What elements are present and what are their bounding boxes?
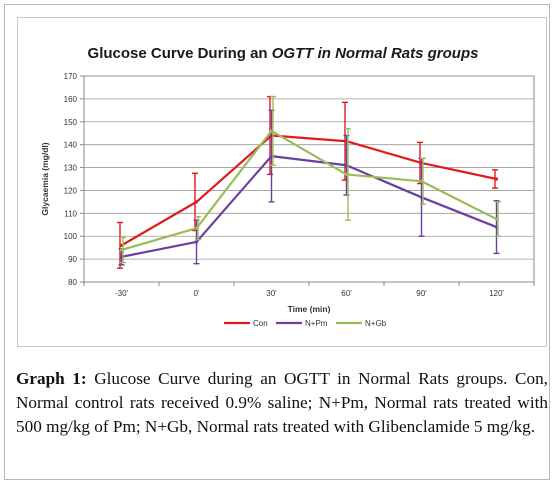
x-tick-label: 30'	[266, 289, 277, 298]
chart-area: Glucose Curve During an OGTT in Normal R…	[17, 17, 547, 347]
data-point-n-gb	[269, 129, 274, 133]
y-tick-label: 90	[68, 255, 77, 264]
x-tick-label: 60'	[341, 289, 352, 298]
data-point-n-pm	[269, 154, 274, 158]
y-tick-label: 170	[64, 72, 78, 81]
y-tick-label: 110	[64, 209, 77, 218]
x-tick-label: 120'	[489, 289, 504, 298]
data-point-n-gb	[344, 172, 349, 177]
x-tick-label: 90'	[416, 289, 427, 298]
data-point-n-gb	[119, 248, 124, 252]
data-point-n-gb	[419, 179, 424, 183]
legend-label-n-gb: N+Gb	[365, 319, 387, 328]
x-tick-label: 0'	[194, 289, 200, 298]
x-tick-label: -30'	[115, 289, 129, 298]
legend-label-n-pm: N+Pm	[305, 319, 328, 328]
y-tick-label: 150	[64, 118, 78, 127]
chart-title: Glucose Curve During an OGTT in Normal R…	[88, 45, 479, 62]
glucose-line-chart: Glucose Curve During an OGTT in Normal R…	[40, 45, 535, 328]
data-point-con	[194, 200, 199, 204]
plot-area	[83, 75, 535, 283]
data-point-con	[494, 177, 499, 181]
caption-text: Glucose Curve during an OGTT in Normal R…	[16, 369, 548, 436]
y-axis-label: Glycaemia (mg/dl)	[40, 142, 50, 215]
data-point-n-gb	[494, 217, 499, 221]
y-tick-label: 160	[64, 95, 78, 104]
y-tick-label: 140	[64, 141, 78, 150]
y-tick-label: 130	[64, 164, 78, 173]
data-point-n-gb	[194, 226, 199, 230]
series-line-n-pm	[121, 155, 497, 258]
caption-lead: Graph 1:	[16, 369, 87, 388]
x-axis-label: Time (min)	[288, 304, 331, 314]
legend-label-con: Con	[253, 319, 268, 328]
y-tick-label: 80	[68, 278, 77, 287]
series-line-n-gb	[121, 129, 497, 252]
y-tick-label: 100	[64, 232, 78, 241]
figure-frame: Glucose Curve During an OGTT in Normal R…	[4, 4, 550, 480]
data-point-n-pm	[194, 240, 199, 244]
y-tick-label: 120	[64, 186, 78, 195]
series-line-con	[120, 134, 497, 247]
figure-caption: Graph 1: Glucose Curve during an OGTT in…	[16, 367, 548, 439]
